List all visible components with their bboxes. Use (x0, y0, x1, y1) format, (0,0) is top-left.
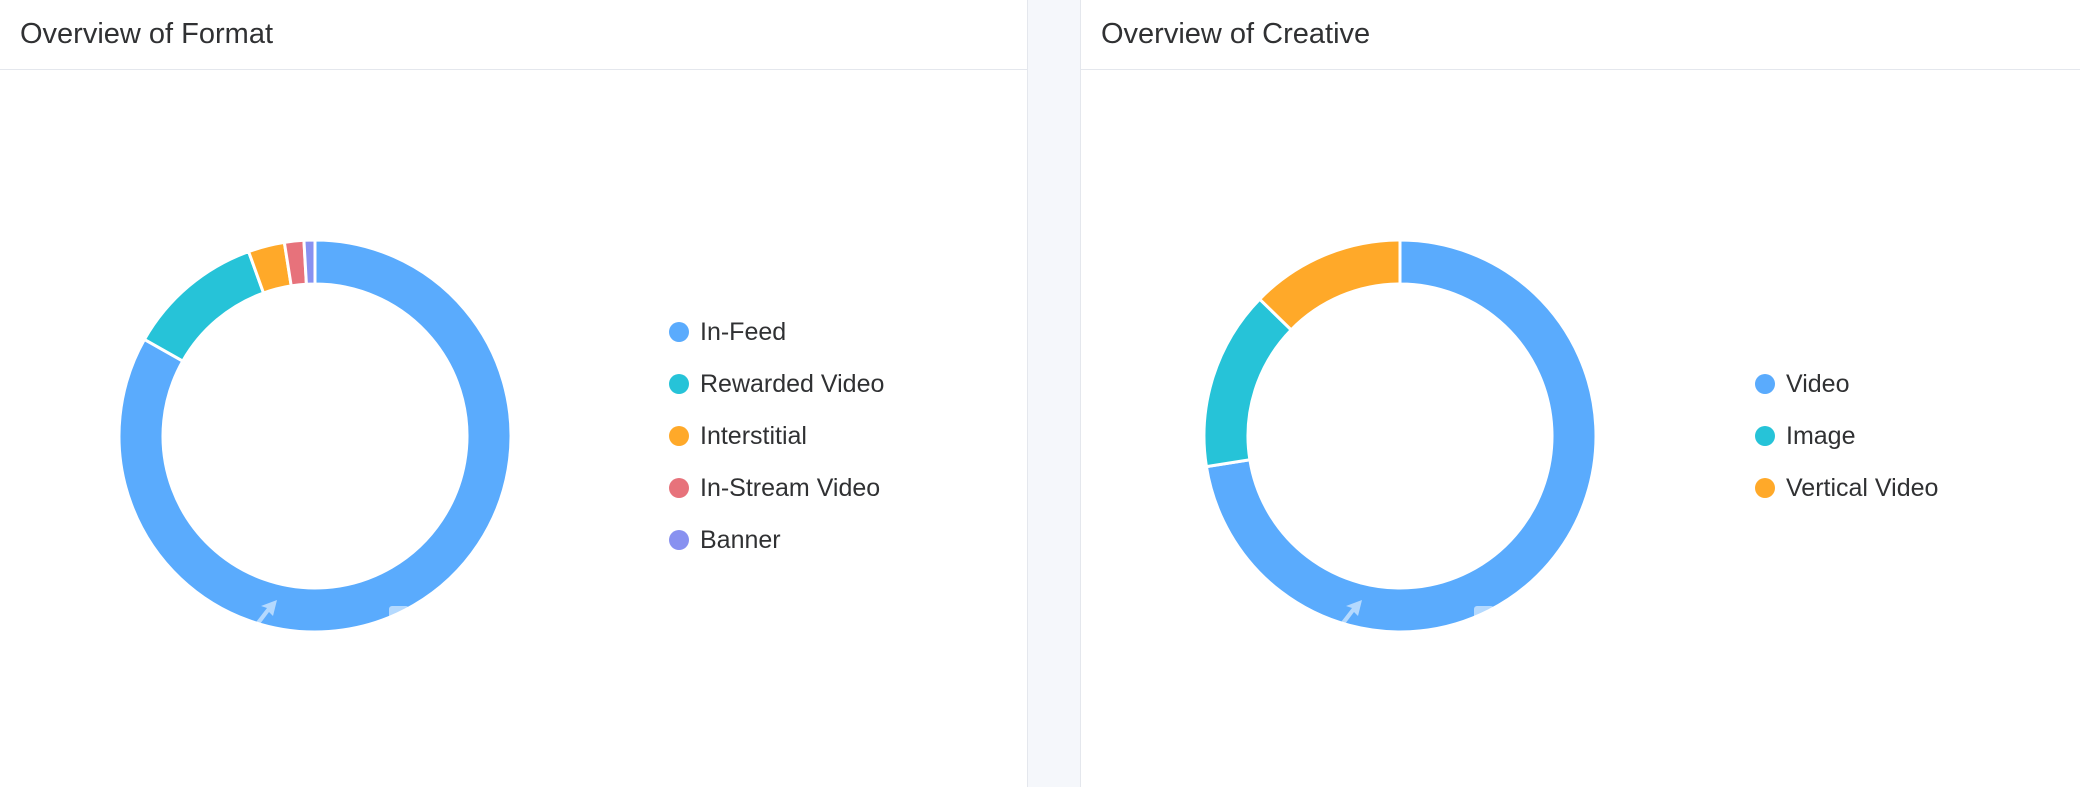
donut-slice-in-feed[interactable] (117, 238, 513, 634)
legend-item-rewarded-video[interactable]: Rewarded Video (669, 370, 884, 398)
legend-label-banner: Banner (700, 526, 781, 554)
format-panel-header: Overview of Format (0, 0, 1027, 70)
watermark-badge-shape (389, 606, 409, 624)
legend-marker-image (1755, 426, 1775, 446)
legend-label-in-feed: In-Feed (700, 318, 786, 346)
legend-marker-rewarded-video (669, 374, 689, 394)
legend-label-rewarded-video: Rewarded Video (700, 370, 884, 398)
legend-marker-banner (669, 530, 689, 550)
legend-label-image: Image (1786, 422, 1855, 450)
watermark-logo (253, 600, 409, 628)
creative-panel-title: Overview of Creative (1101, 18, 1371, 50)
donut-slice-vertical-video[interactable] (1257, 238, 1402, 332)
legend-label-vertical-video: Vertical Video (1786, 474, 1938, 502)
legend-label-video: Video (1786, 370, 1850, 398)
format-donut-chart: In-Feed Rewarded Video Interstitial In-Stre… (117, 238, 884, 634)
legend-label-interstitial: Interstitial (700, 422, 807, 450)
creative-panel: Overview of Creative Video Image Vertical … (1080, 0, 2080, 787)
watermark-badge-shape (1474, 606, 1494, 624)
legend-item-banner[interactable]: Banner (669, 526, 781, 554)
creative-panel-header: Overview of Creative (1081, 0, 2080, 70)
legend-marker-in-feed (669, 322, 689, 342)
legend-item-in-stream-video[interactable]: In-Stream Video (669, 474, 880, 502)
legend-item-video[interactable]: Video (1755, 370, 1850, 398)
legend-item-image[interactable]: Image (1755, 422, 1855, 450)
watermark-arrow-shape (253, 600, 277, 628)
watermark-logo (1338, 600, 1494, 628)
creative-donut-chart: Video Image Vertical Video (1202, 238, 1938, 634)
legend-marker-vertical-video (1755, 478, 1775, 498)
legend-item-interstitial[interactable]: Interstitial (669, 422, 807, 450)
donut-slice-rewarded-video[interactable] (142, 249, 266, 364)
legend-marker-video (1755, 374, 1775, 394)
donut-slice-video[interactable] (1204, 238, 1598, 634)
donut-slice-banner[interactable] (302, 238, 317, 286)
watermark-arrow-shape (1338, 600, 1362, 628)
legend-marker-in-stream-video (669, 478, 689, 498)
format-panel: Overview of Format In-Feed Rewarded Video… (0, 0, 1028, 787)
legend-item-in-feed[interactable]: In-Feed (669, 318, 786, 346)
legend-item-vertical-video[interactable]: Vertical Video (1755, 474, 1938, 502)
legend-marker-interstitial (669, 426, 689, 446)
donut-slice-image[interactable] (1202, 297, 1294, 469)
format-panel-title: Overview of Format (20, 18, 273, 50)
legend-label-in-stream-video: In-Stream Video (700, 474, 880, 502)
